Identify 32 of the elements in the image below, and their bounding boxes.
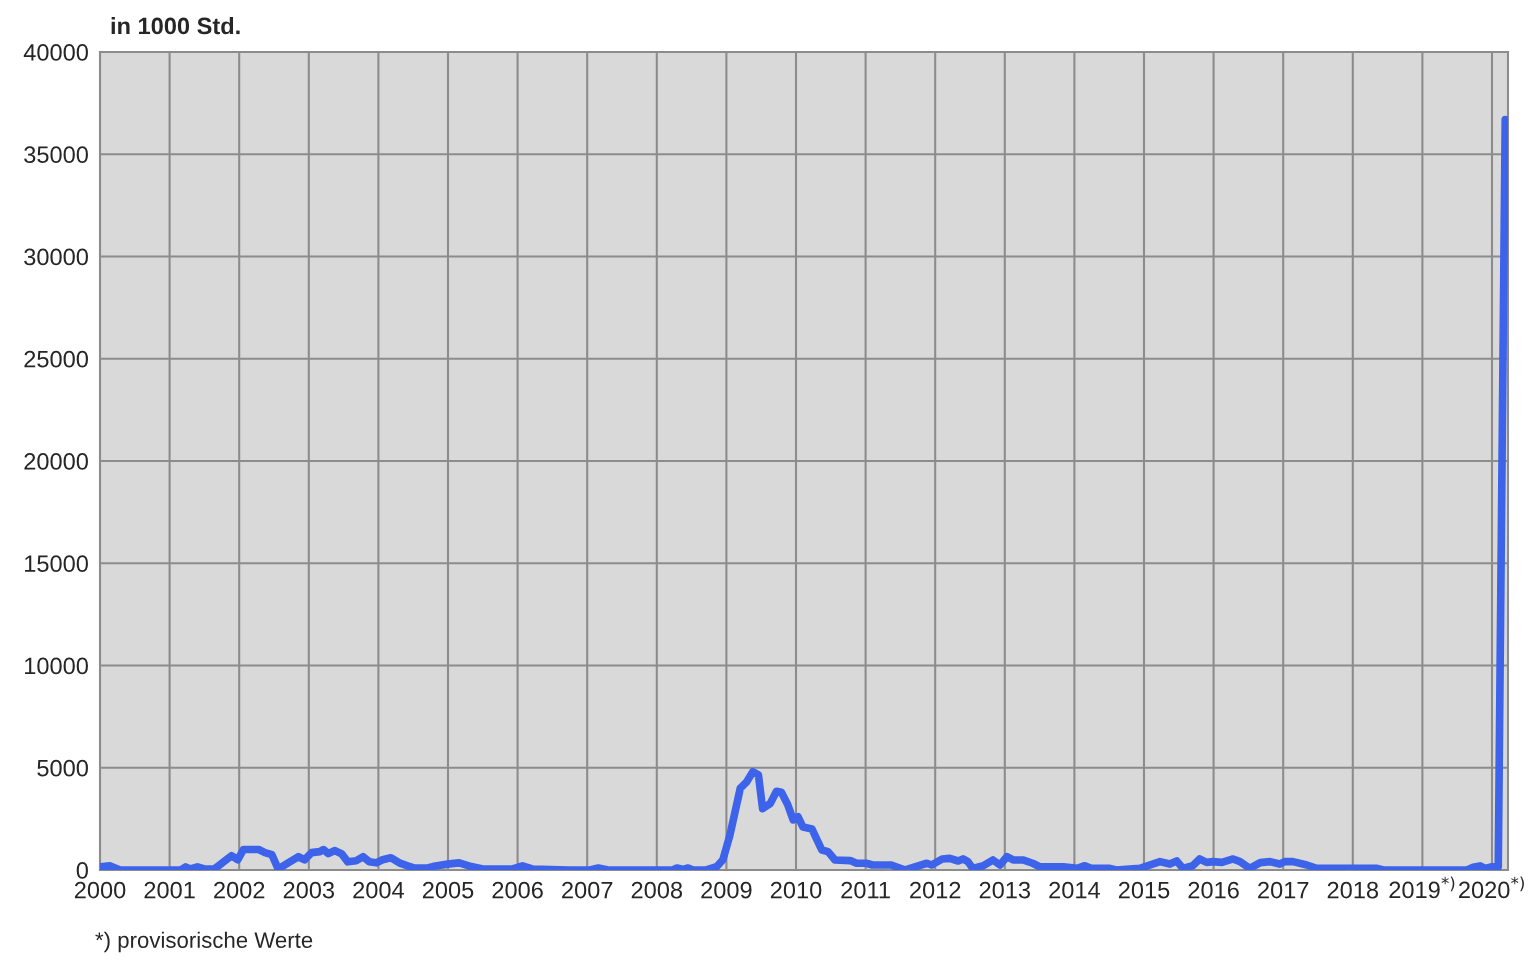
x-tick-label: 2014 — [1049, 881, 1100, 899]
y-tick-label: 25000 — [24, 350, 88, 368]
x-tick-label: 2013 — [979, 881, 1031, 899]
x-tick-label: 2000 — [74, 881, 126, 899]
x-tick-label: 2011 — [841, 881, 890, 899]
x-tick-label: 2006 — [492, 881, 543, 899]
x-tick-label: 2009 — [701, 881, 752, 899]
x-tick-label: 2008 — [631, 881, 683, 899]
text: *) provisorische Werte — [95, 931, 313, 953]
x-tick-label: 2012 — [910, 881, 961, 899]
x-tick-label: 2003 — [283, 881, 335, 899]
x-tick-label: 2018 — [1327, 881, 1379, 899]
y-tick-label: 40000 — [23, 44, 88, 61]
y-tick-label: 30000 — [24, 248, 88, 266]
y-tick-label: 35000 — [24, 146, 88, 164]
x-tick-label: 2016 — [1188, 881, 1239, 899]
x-tick-label: 2007 — [562, 881, 613, 899]
x-tick-label: 2010 — [770, 881, 822, 899]
x-tick-label: 2004 — [353, 881, 404, 899]
y-tick-label: 5000 — [37, 759, 88, 777]
x-tick-label: 2017 — [1258, 881, 1309, 899]
x-tick-label: 2019$^{*)}$ — [1389, 876, 1455, 899]
y-tick-label: 20000 — [24, 453, 88, 470]
x-tick-label: 2002 — [214, 881, 265, 899]
y-tick-label: 0 — [76, 862, 88, 879]
y-tick-label: 10000 — [25, 657, 88, 675]
chart-title: in 1000 Std. — [111, 17, 240, 35]
x-tick-label: 2005 — [422, 881, 474, 899]
y-tick-label: 15000 — [25, 555, 88, 573]
x-tick-label: 2001 — [144, 881, 195, 899]
x-tick-label: 2020$^{*)}$ — [1459, 876, 1524, 899]
x-tick-label: 2015 — [1118, 881, 1170, 899]
